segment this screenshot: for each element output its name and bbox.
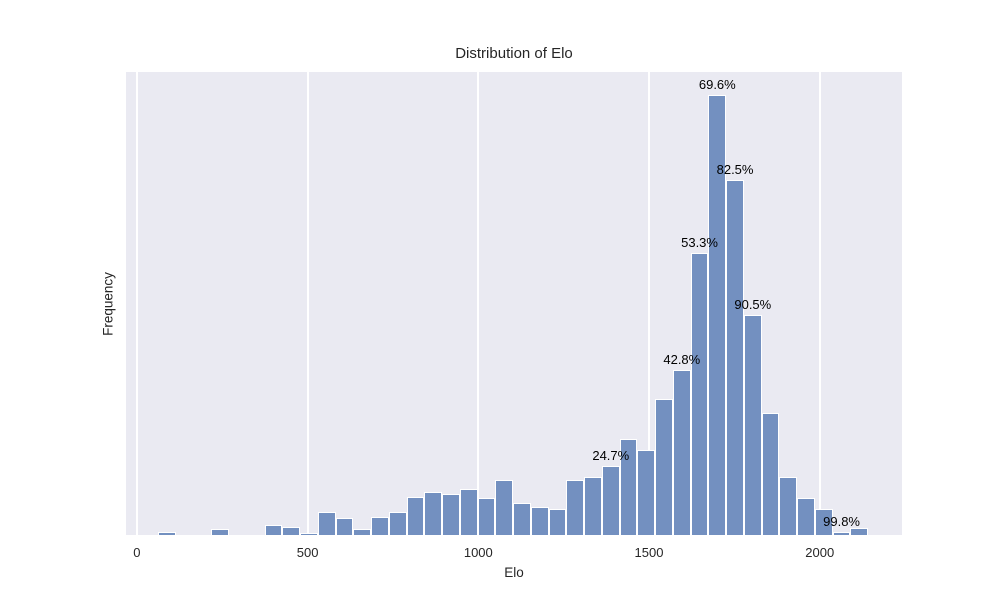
histogram-bar xyxy=(797,498,815,535)
histogram-bar xyxy=(282,527,301,535)
histogram-bar xyxy=(264,525,283,535)
histogram-bar xyxy=(335,518,354,535)
plot-area: 24.7% 42.8% 53.3% 69.6% 82.5% 90.5% 99.8% xyxy=(126,72,902,535)
histogram-bar xyxy=(388,512,407,535)
histogram-bar xyxy=(158,532,176,535)
histogram-bar xyxy=(459,489,478,535)
histogram-bar xyxy=(779,477,798,535)
histogram-bar xyxy=(584,477,602,535)
histogram-bar xyxy=(530,507,549,535)
histogram-bar xyxy=(317,512,336,535)
histogram-bar xyxy=(690,253,709,535)
histogram-bar xyxy=(743,315,762,535)
bar-percent-label: 69.6% xyxy=(698,77,736,92)
bar-percent-label: 82.5% xyxy=(716,162,754,177)
gridline-x-1000 xyxy=(477,72,480,535)
gridline-x-0 xyxy=(135,72,138,535)
histogram-bar xyxy=(850,528,869,535)
gridline-x-1500 xyxy=(648,72,651,535)
bar-percent-label: 24.7% xyxy=(592,448,630,463)
bar-percent-label: 99.8% xyxy=(823,514,860,529)
histogram-bar xyxy=(477,498,496,535)
histogram-bar xyxy=(300,533,318,535)
histogram-bar xyxy=(637,450,656,535)
bar-percent-label: 90.5% xyxy=(734,297,772,312)
histogram-bar xyxy=(211,529,230,535)
histogram-bar xyxy=(832,532,851,535)
gridline-x-2000 xyxy=(818,72,821,535)
x-tick-label-1500: 1500 xyxy=(634,545,664,560)
x-tick-label-1000: 1000 xyxy=(463,545,493,560)
histogram-bar xyxy=(708,95,727,535)
histogram-bar xyxy=(814,509,833,535)
histogram-bar xyxy=(442,494,460,535)
histogram-bar xyxy=(495,480,514,535)
gridline-x-500 xyxy=(306,72,309,535)
histogram-bar xyxy=(406,497,425,535)
chart-title: Distribution of Elo xyxy=(455,45,573,62)
histogram-bar xyxy=(353,529,372,535)
bar-percent-label: 53.3% xyxy=(681,235,718,250)
histogram-bar xyxy=(761,413,780,535)
histogram-bar xyxy=(672,370,691,535)
histogram-bar xyxy=(726,180,744,535)
histogram-bar xyxy=(601,466,620,535)
y-axis-label-text: Frequency xyxy=(100,272,116,336)
x-tick-label-500: 500 xyxy=(296,545,319,560)
x-tick-label-2000: 2000 xyxy=(805,545,835,560)
histogram-bar xyxy=(513,503,531,535)
bar-percent-label: 42.8% xyxy=(663,352,701,367)
histogram-bar xyxy=(424,492,443,535)
x-tick-label-0: 0 xyxy=(133,545,141,560)
x-axis-label: Elo xyxy=(504,565,524,580)
histogram-bar xyxy=(566,480,585,535)
histogram-bar xyxy=(619,439,638,535)
histogram-bar xyxy=(371,517,389,535)
histogram-bar xyxy=(548,509,567,535)
histogram-bar xyxy=(655,399,673,535)
